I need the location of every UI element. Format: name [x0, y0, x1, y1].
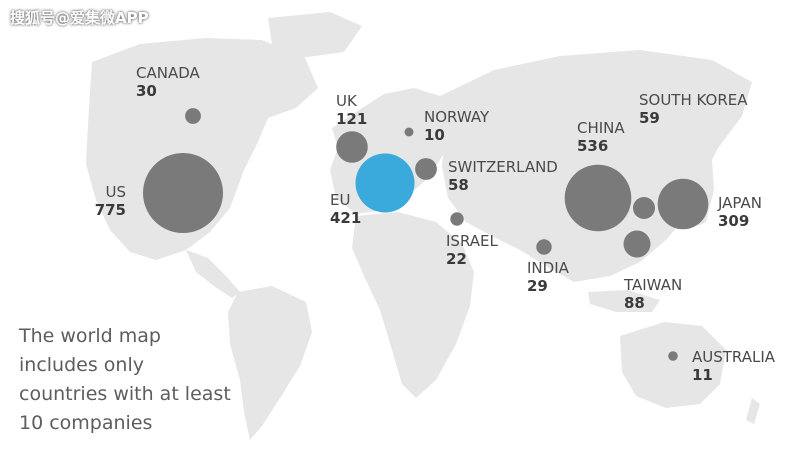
value-switzerland: 58 — [448, 176, 469, 194]
value-eu: 421 — [330, 209, 361, 227]
bubble-south-korea — [633, 197, 655, 219]
greenland-shape — [268, 12, 362, 58]
bubble-japan — [657, 178, 709, 230]
indonesia-shape — [588, 290, 660, 312]
bubble-switzerland — [415, 158, 437, 180]
bubble-eu — [355, 153, 415, 213]
label-taiwan: TAIWAN — [623, 276, 682, 294]
label-india: INDIA — [527, 259, 570, 277]
map-note: The world map includes only countries wi… — [19, 325, 231, 434]
bubble-taiwan — [623, 230, 651, 258]
bubble-us — [143, 153, 223, 233]
bubble-uk — [336, 131, 368, 163]
label-israel: ISRAEL — [446, 232, 498, 250]
label-japan: JAPAN — [717, 194, 762, 212]
australia-shape — [620, 322, 726, 408]
bubble-layer — [143, 108, 709, 361]
new-zealand-shape — [746, 398, 760, 424]
africa-shape — [352, 212, 474, 398]
central-america-shape — [186, 250, 240, 298]
north-america-shape — [86, 38, 318, 260]
value-us: 775 — [95, 201, 126, 219]
value-india: 29 — [527, 277, 548, 295]
value-norway: 10 — [424, 126, 445, 144]
label-norway: NORWAY — [424, 108, 490, 126]
label-eu: EU — [330, 191, 350, 209]
value-taiwan: 88 — [624, 294, 645, 312]
bubble-india — [536, 239, 552, 255]
label-uk: UK — [336, 92, 358, 110]
value-israel: 22 — [446, 250, 467, 268]
bubble-israel — [450, 212, 464, 226]
value-uk: 121 — [336, 110, 367, 128]
bubble-china — [564, 164, 632, 232]
label-canada: CANADA — [136, 64, 201, 82]
label-china: CHINA — [577, 119, 625, 137]
value-south-korea: 59 — [639, 109, 660, 127]
label-us: US — [105, 183, 126, 201]
label-australia: AUSTRALIA — [692, 348, 776, 366]
bubble-norway — [404, 127, 414, 137]
value-australia: 11 — [692, 366, 713, 384]
bubble-canada — [185, 108, 201, 124]
value-japan: 309 — [718, 212, 749, 230]
label-switzerland: SWITZERLAND — [448, 158, 558, 176]
value-canada: 30 — [136, 82, 157, 100]
label-south-korea: SOUTH KOREA — [639, 91, 748, 109]
bubble-australia — [668, 351, 678, 361]
south-america-shape — [228, 286, 312, 440]
watermark-text: 搜狐号@爱集微APP — [10, 9, 149, 27]
value-china: 536 — [577, 137, 608, 155]
